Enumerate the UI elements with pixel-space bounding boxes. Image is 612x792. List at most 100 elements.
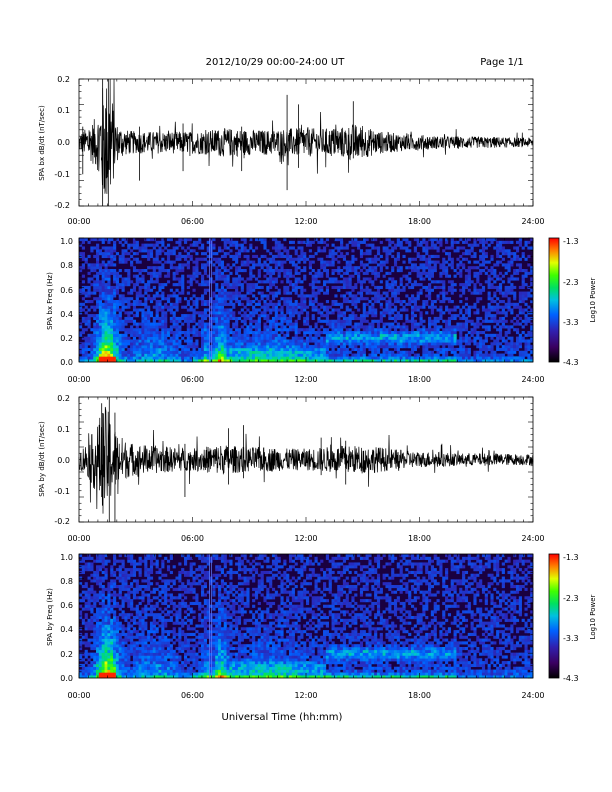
spectrogram-cell bbox=[93, 283, 97, 287]
spectrogram-cell bbox=[498, 277, 503, 281]
spectrogram-cell bbox=[198, 322, 202, 326]
spectrogram-cell bbox=[328, 249, 332, 253]
spectrogram-cell bbox=[138, 269, 142, 273]
spectrogram-cell bbox=[107, 342, 111, 346]
spectrogram-cell bbox=[266, 297, 270, 301]
spectrogram-cell bbox=[226, 294, 230, 298]
spectrogram-cell bbox=[291, 305, 295, 309]
spectrogram-cell bbox=[223, 311, 227, 315]
spectrogram-cell bbox=[226, 342, 230, 346]
spectrogram-cell bbox=[450, 243, 454, 247]
spectrogram-cell bbox=[152, 328, 156, 332]
spectrogram-cell bbox=[235, 339, 239, 343]
spectrogram-cell bbox=[300, 254, 304, 259]
spectrogram-cell bbox=[501, 325, 505, 329]
spectrogram-cell bbox=[308, 339, 312, 343]
spectrogram-cell bbox=[101, 342, 105, 346]
spectrogram-cell bbox=[382, 328, 386, 332]
spectrogram-cell bbox=[243, 311, 247, 315]
spectrogram-cell bbox=[229, 314, 233, 318]
spectrogram-cell bbox=[388, 283, 392, 287]
spectrogram-cell bbox=[393, 300, 398, 304]
spectrogram-cell bbox=[212, 359, 216, 363]
spectrogram-cell bbox=[399, 302, 403, 306]
spectrogram-cell bbox=[124, 331, 128, 335]
spectrogram-cell bbox=[345, 300, 349, 304]
spectrogram-cell bbox=[107, 305, 111, 309]
spectrogram-cell bbox=[271, 350, 276, 354]
spectrogram-cell bbox=[175, 319, 179, 323]
spectrogram-cell bbox=[93, 308, 97, 312]
spectrogram-cell bbox=[388, 243, 392, 247]
spectrogram-cell bbox=[459, 316, 463, 321]
spectrogram-cell bbox=[518, 336, 522, 340]
spectrogram-cell bbox=[376, 288, 381, 292]
spectrogram-cell bbox=[374, 285, 378, 290]
spectrogram-cell bbox=[385, 238, 389, 242]
spectrogram-cell bbox=[240, 285, 244, 290]
spectrogram-cell bbox=[288, 300, 293, 304]
spectrogram-cell bbox=[331, 311, 335, 315]
spectrogram-cell bbox=[166, 257, 171, 261]
spectrogram-cell bbox=[334, 345, 338, 349]
spectrogram-cell bbox=[232, 336, 236, 340]
spectrogram-cell bbox=[164, 314, 168, 318]
spectrogram-cell bbox=[399, 316, 403, 321]
spectrogram-cell bbox=[110, 345, 114, 349]
spectrogram-cell bbox=[283, 291, 287, 295]
spectrogram-cell bbox=[323, 283, 327, 287]
spectrogram-cell bbox=[530, 322, 534, 326]
spectrogram-cell bbox=[93, 345, 97, 349]
spectrogram-cell bbox=[235, 294, 239, 298]
spectrogram-cell bbox=[232, 316, 236, 321]
spectrogram-cell bbox=[459, 254, 463, 259]
spectrogram-cell bbox=[396, 314, 400, 318]
spectrogram-cell bbox=[254, 331, 259, 335]
spectrogram-cell bbox=[467, 356, 471, 360]
spectrogram-cell bbox=[507, 266, 511, 270]
spectrogram-cell bbox=[218, 325, 222, 329]
spectrogram-cell bbox=[283, 319, 287, 323]
spectrogram-cell bbox=[161, 283, 165, 287]
spectrogram-cell bbox=[164, 322, 168, 326]
spectrogram-cell bbox=[201, 302, 205, 306]
spectrogram-cell bbox=[115, 283, 120, 287]
spectrogram-cell bbox=[428, 297, 432, 301]
spectrogram-cell bbox=[430, 280, 434, 284]
spectrogram-cell bbox=[393, 283, 398, 287]
spectrogram-cell bbox=[147, 345, 151, 349]
spectrogram-cell bbox=[135, 314, 139, 318]
spectrogram-cell bbox=[507, 328, 511, 332]
spectrogram-cell bbox=[467, 274, 471, 278]
spectrogram-cell bbox=[476, 359, 480, 363]
spectrogram-cell bbox=[359, 269, 364, 273]
spectrogram-cell bbox=[425, 353, 429, 357]
spectrogram-cell bbox=[379, 305, 383, 309]
spectrogram-cell bbox=[376, 297, 381, 301]
spectrogram-cell bbox=[141, 325, 145, 329]
spectrogram-cell bbox=[175, 333, 179, 337]
spectrogram-cell bbox=[323, 260, 327, 264]
spectrogram-cell bbox=[450, 288, 454, 292]
spectrogram-cell bbox=[447, 347, 452, 352]
spectrogram-cell bbox=[515, 339, 520, 343]
spectrogram-cell bbox=[518, 342, 522, 346]
spectrogram-cell bbox=[166, 260, 171, 264]
spectrogram-cell bbox=[169, 336, 173, 340]
spectrogram-cell bbox=[235, 283, 239, 287]
spectrogram-cell bbox=[430, 238, 434, 242]
spectrogram-cell bbox=[342, 347, 347, 352]
spectrogram-cell bbox=[96, 359, 100, 363]
spectrogram-cell bbox=[402, 285, 406, 290]
spectrogram-cell bbox=[459, 342, 463, 346]
spectrogram-cell bbox=[439, 347, 443, 352]
spectrogram-cell bbox=[428, 266, 432, 270]
spectrogram-cell bbox=[416, 297, 420, 301]
spectrogram-cell bbox=[283, 333, 287, 337]
spectrogram-cell bbox=[447, 308, 452, 312]
spectrogram-cell bbox=[507, 300, 511, 304]
spectrogram-cell bbox=[524, 314, 528, 318]
spectrogram-cell bbox=[235, 319, 239, 323]
spectrogram-cell bbox=[504, 359, 508, 363]
spectrogram-cell bbox=[396, 285, 400, 290]
